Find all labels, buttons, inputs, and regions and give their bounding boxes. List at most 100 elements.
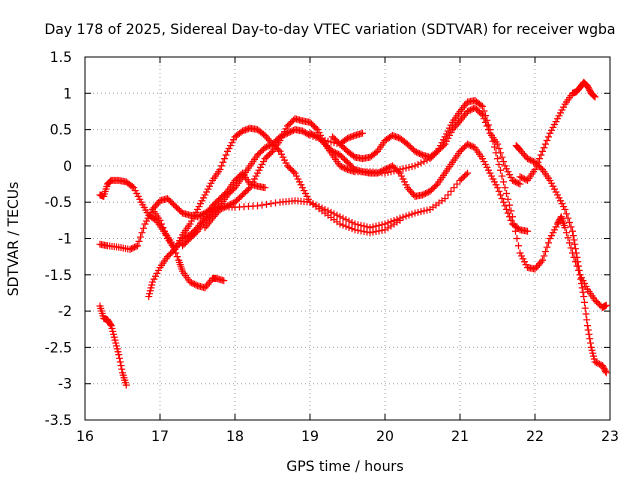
data-point [336,162,344,170]
y-tick-label: 1.5 [50,50,72,66]
data-point [411,209,419,217]
data-point [464,140,471,148]
data-point [528,157,536,165]
data-point [329,147,336,155]
data-point [593,359,600,367]
x-tick-label: 22 [526,429,544,445]
data-point [129,244,137,252]
data-point [267,149,275,157]
y-tick-label: -1 [58,232,72,248]
data-point [395,168,402,176]
data-point [122,381,130,389]
data-point [501,202,509,210]
data-point [228,200,236,208]
series-s11 [516,78,599,184]
data-point [515,242,522,250]
data-point [580,293,588,301]
data-point [563,229,570,237]
data-point [498,195,506,203]
data-point [510,220,518,228]
data-point [264,142,272,150]
data-point [510,177,518,185]
data-point [417,208,425,216]
data-point [509,213,516,221]
data-point [408,210,416,218]
y-tick-label: 1 [63,86,72,102]
data-point [450,184,458,192]
data-point [227,200,234,208]
data-point [563,210,570,218]
data-point [477,101,485,109]
data-point [539,256,546,264]
data-point [261,184,269,192]
data-point [453,180,461,188]
data-point [525,155,533,163]
data-point [396,216,404,224]
x-tick-label: 21 [451,429,469,445]
data-point [405,163,413,171]
data-point [402,212,410,220]
data-point [575,266,583,274]
data-point [192,281,200,289]
data-point [134,242,141,250]
data-point [384,164,392,172]
data-point [345,217,353,225]
data-point [339,163,347,171]
data-point [486,126,494,134]
data-point [222,203,230,211]
data-point [339,214,347,222]
data-point [116,358,124,366]
data-point [414,149,422,157]
data-point [513,235,521,242]
data-point [491,143,498,151]
x-tick-label: 20 [376,429,394,445]
data-point [380,166,387,174]
series-s8 [306,129,531,235]
data-point [531,166,539,174]
series-s9 [329,97,610,311]
data-point [564,214,572,222]
data-point [507,207,515,215]
data-point [138,229,146,237]
data-point [582,310,590,318]
data-point [218,205,225,213]
data-point [572,249,580,257]
data-point [561,224,569,232]
data-marks [96,78,610,389]
data-point [470,105,477,113]
data-point [561,205,569,213]
data-point [497,166,504,174]
data-point [189,280,197,288]
data-point [106,178,114,186]
data-point [507,216,515,224]
y-tick-label: 0.5 [50,123,72,139]
data-point [464,107,471,115]
data-point [416,150,423,158]
data-point [254,202,261,210]
data-point [581,298,588,306]
data-point [584,322,591,330]
data-point [128,245,135,253]
data-point [342,216,350,224]
data-point [131,243,138,251]
data-point [140,224,147,232]
data-point [482,112,489,120]
data-point [411,162,419,170]
data-point [312,124,320,132]
data-point [569,232,577,240]
data-point [591,358,599,366]
data-point [575,262,582,270]
data-point [583,316,591,324]
data-point [192,229,200,237]
data-point [156,216,164,224]
data-point [577,275,585,283]
data-point [219,158,227,166]
data-point [219,204,227,212]
data-point [545,239,552,247]
data-point [509,176,516,184]
data-point [543,136,551,144]
data-point [578,280,585,288]
data-point [387,163,395,171]
data-point [258,201,266,209]
data-point [162,231,170,239]
